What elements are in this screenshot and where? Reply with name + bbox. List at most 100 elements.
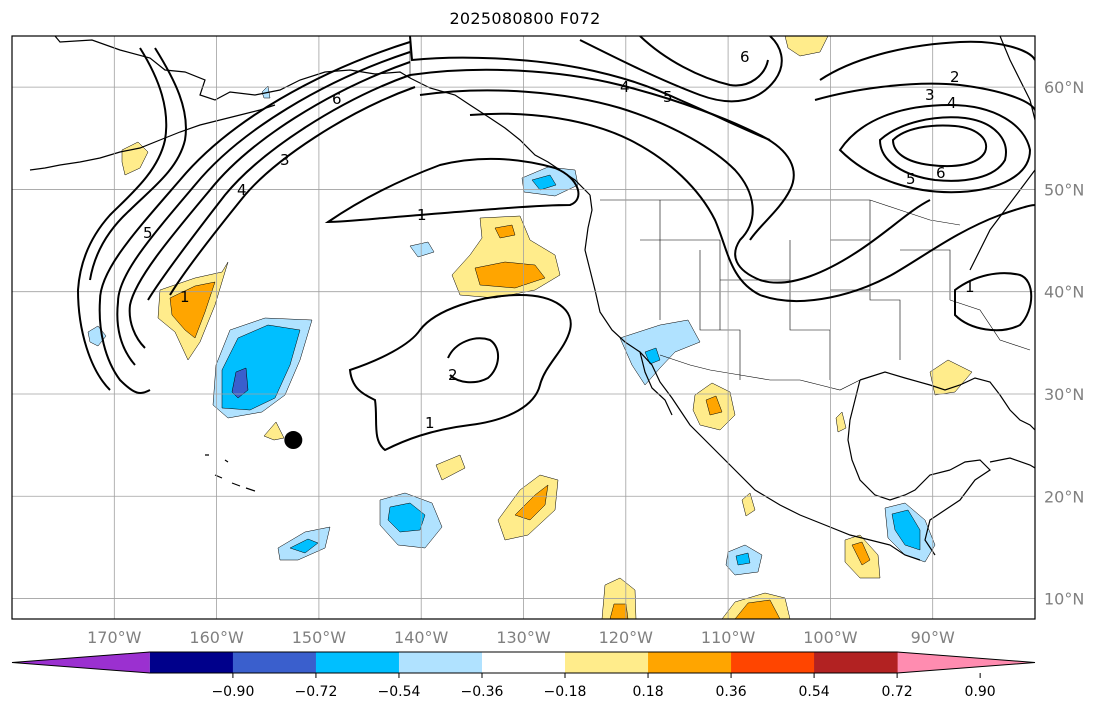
contour-line — [954, 272, 1033, 332]
lon-tick-label: 140°W — [394, 628, 449, 647]
contour-line — [838, 103, 1032, 194]
colorbar-bin — [648, 652, 732, 673]
colorbar-bin — [315, 652, 400, 673]
contour-label: 3 — [925, 86, 935, 104]
lat-tick-label: 50°N — [1044, 180, 1084, 199]
colorbar-bin — [398, 652, 483, 673]
shade-negative-0.36 — [387, 502, 426, 533]
shade-positive-0.18 — [784, 36, 829, 57]
lat-tick-label: 30°N — [1044, 385, 1084, 404]
shade-positive-0.18 — [835, 411, 847, 433]
colorbar-tick-label: 0.72 — [882, 684, 913, 700]
shade-positive-0.18 — [435, 454, 466, 481]
coast-aleutians — [29, 104, 276, 171]
contour-label: 5 — [663, 88, 673, 106]
anomaly-shading — [87, 36, 973, 619]
contour-line — [814, 82, 1035, 111]
graticule — [12, 36, 1035, 619]
coast-alaska — [54, 36, 411, 101]
contour-label: 2 — [448, 366, 458, 384]
lon-tick-label: 120°W — [599, 628, 654, 647]
lat-tick-label: 10°N — [1044, 590, 1084, 609]
colorbar-bin — [731, 652, 815, 673]
colorbar-extend-high — [897, 652, 1035, 673]
coast-hawaii-small — [205, 454, 229, 463]
contour-line — [76, 47, 168, 391]
lat-tick-label: 20°N — [1044, 487, 1084, 506]
contour-line — [98, 41, 411, 394]
colorbar-tick-label: −0.54 — [378, 684, 421, 700]
shade-negative-0.36 — [644, 347, 661, 365]
lon-tick-label: 130°W — [496, 628, 551, 647]
coast-hawaii — [214, 474, 256, 492]
contour-line — [147, 74, 411, 301]
contour-line — [169, 86, 416, 296]
shade-positive-0.36 — [851, 541, 871, 566]
colorbar-tick-label: 0.54 — [799, 684, 830, 700]
contour-label: 1 — [417, 206, 427, 224]
colorbar: −0.90 −0.72 −0.54 −0.36 −0.18 0.18 0.36 0.54 0.7… — [11, 651, 1036, 700]
border-us-mexico — [659, 354, 861, 391]
colorbar-bin — [814, 652, 898, 673]
contour-label: 4 — [947, 94, 957, 112]
contour-line — [878, 116, 1007, 182]
contour-line — [89, 47, 187, 281]
contour-line — [891, 124, 988, 168]
colorbar-tick-label: −0.90 — [211, 684, 254, 700]
coastlines — [29, 36, 1035, 561]
contour-lines — [76, 36, 1035, 452]
contour-line — [116, 51, 411, 366]
contour-label: 1 — [425, 414, 435, 432]
colorbar-bin — [565, 652, 649, 673]
lon-tick-label: 110°W — [701, 628, 756, 647]
coast-gulf — [859, 371, 1035, 431]
lon-tick-label: 170°W — [87, 628, 142, 647]
shade-positive-0.36 — [705, 395, 723, 416]
shade-negative-0.18 — [261, 85, 271, 99]
colorbar-tick-label: −0.36 — [461, 684, 504, 700]
longitude-labels: 170°W 160°W 150°W 140°W 130°W 120°W 110°W 100°W… — [87, 628, 955, 647]
contour-line — [639, 36, 769, 87]
colorbar-extend-low — [12, 652, 150, 673]
coast-atlantic — [969, 169, 1035, 271]
map-frame — [11, 35, 1036, 620]
contour-line — [469, 112, 1035, 302]
contour-line — [447, 337, 499, 384]
political-borders — [409, 36, 1031, 391]
lat-tick-label: 60°N — [1044, 78, 1084, 97]
contour-label: 4 — [620, 78, 630, 96]
contour-label: 2 — [950, 68, 960, 86]
coast-baja — [639, 351, 673, 416]
colorbar-bin — [481, 652, 566, 673]
contour-line — [324, 157, 580, 224]
contour-label: 5 — [906, 170, 916, 188]
map-title: 2025080800 F072 — [449, 9, 601, 28]
colorbar-tick-label: 0.36 — [715, 684, 746, 700]
colorbar-bin — [232, 652, 317, 673]
latitude-labels: 10°N 20°N 30°N 40°N 50°N 60°N — [1044, 78, 1084, 608]
shade-positive-0.18 — [263, 421, 285, 441]
contour-label: 5 — [143, 224, 153, 242]
coast-yucatan — [924, 459, 991, 556]
contour-label: 1 — [965, 278, 975, 296]
lon-tick-label: 100°W — [803, 628, 858, 647]
shade-negative-0.18 — [409, 241, 435, 258]
contour-line — [128, 61, 411, 349]
contour-label-group: 1 1 1 1 2 2 3 3 4 4 4 5 5 5 6 6 6 — [143, 48, 975, 432]
shade-positive-0.36 — [734, 599, 781, 619]
colorbar-bin — [149, 652, 234, 673]
lat-tick-label: 40°N — [1044, 283, 1084, 302]
contour-label: 6 — [936, 164, 946, 182]
colorbar-outline — [11, 651, 1036, 674]
shade-negative-0.36 — [735, 552, 751, 566]
coast-west-us — [584, 194, 921, 561]
lon-tick-label: 150°W — [292, 628, 347, 647]
contour-label: 6 — [740, 48, 750, 66]
shade-negative-0.18 — [619, 319, 701, 386]
shade-positive-0.36 — [169, 281, 216, 339]
contour-line — [419, 89, 931, 284]
lon-tick-label: 160°W — [189, 628, 244, 647]
contour-label: 1 — [180, 288, 190, 306]
lon-tick-label: 90°W — [911, 628, 955, 647]
